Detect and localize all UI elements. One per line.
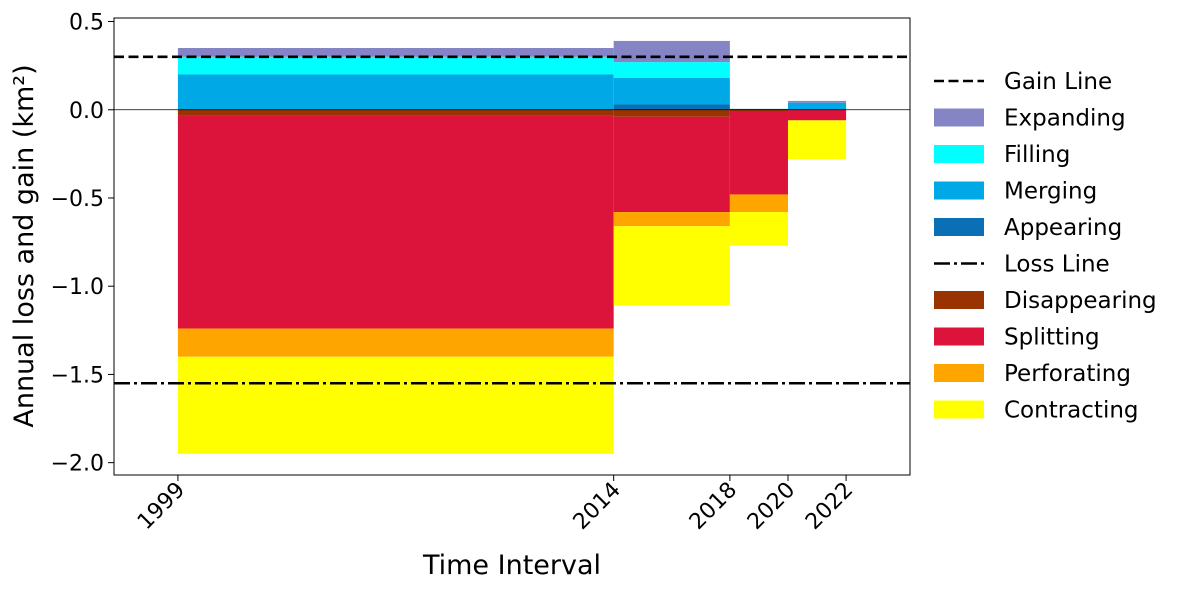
bar-perforating-1999-2014 [177,328,614,357]
bar-disappearing-1999-2014 [177,109,614,116]
bar-appearing-2014-2018 [613,104,730,110]
legend-swatch-perforating [934,364,984,382]
bar-merging-2014-2018 [613,77,730,105]
bar-contracting-1999-2014 [177,356,614,454]
bar-merging-2020-2022 [787,102,847,110]
bar-expanding-2020-2022 [787,100,847,103]
bar-splitting-2018-2020 [729,111,788,195]
bar-expanding-2014-2018 [613,40,730,63]
x-axis-label: Time Interval [422,550,601,581]
bar-merging-1999-2014 [177,74,614,110]
bars-layer [177,40,847,454]
bar-disappearing-2018-2020 [729,109,788,112]
bar-filling-1999-2014 [177,56,614,75]
y-tick-label: −2.0 [51,452,104,477]
legend-swatch-filling [934,145,984,163]
bar-disappearing-2014-2018 [613,109,730,117]
reference-lines-layer [114,55,910,385]
legend-swatch-merging [934,181,984,200]
y-tick-label: 0.5 [69,11,104,36]
bar-expanding-1999-2014 [177,47,614,57]
legend-label-appearing: Appearing [1004,215,1122,241]
legend-label-splitting: Splitting [1004,325,1100,351]
legend-swatch-contracting [934,400,984,419]
legend-label-loss-line: Loss Line [1004,252,1110,278]
legend-label-disappearing: Disappearing [1004,288,1157,314]
legend-label-merging: Merging [1004,179,1097,205]
legend-swatch-disappearing [934,291,984,309]
x-tick-label: 2020 [743,478,800,535]
legend-swatch-appearing [934,218,984,236]
y-axis-label: Annual loss and gain (km²) [9,64,40,427]
y-tick-label: −1.5 [51,363,104,388]
x-tick-label: 2014 [569,478,626,535]
bar-contracting-2020-2022 [787,120,847,160]
legend-swatch-splitting [934,327,984,346]
bar-perforating-2018-2020 [729,194,788,213]
legend-swatch-expanding [934,108,984,127]
legend-label-contracting: Contracting [1004,398,1139,424]
bar-perforating-2014-2018 [613,212,730,227]
legend-label-filling: Filling [1004,142,1070,168]
bar-appearing-2018-2020 [729,108,788,110]
bar-splitting-2020-2022 [787,109,847,121]
x-tick-label: 2018 [685,478,742,535]
x-tick-label: 1999 [133,478,190,535]
y-tick-label: −1.0 [51,275,104,300]
plot-frame [113,17,911,476]
y-tick-label: 0.0 [69,99,104,124]
bar-contracting-2014-2018 [613,226,730,306]
bar-filling-2014-2018 [613,62,730,78]
bar-splitting-1999-2014 [177,115,614,329]
legend: Gain Line Expanding Filling Merging Appearin… [934,69,1157,424]
x-tick-label: 2022 [801,478,858,535]
y-tick-label: −0.5 [51,187,104,212]
legend-label-perforating: Perforating [1004,361,1131,387]
legend-label-expanding: Expanding [1004,106,1126,132]
bar-splitting-2014-2018 [613,116,730,213]
legend-label-gain-line: Gain Line [1004,69,1112,95]
bar-contracting-2018-2020 [729,212,788,246]
